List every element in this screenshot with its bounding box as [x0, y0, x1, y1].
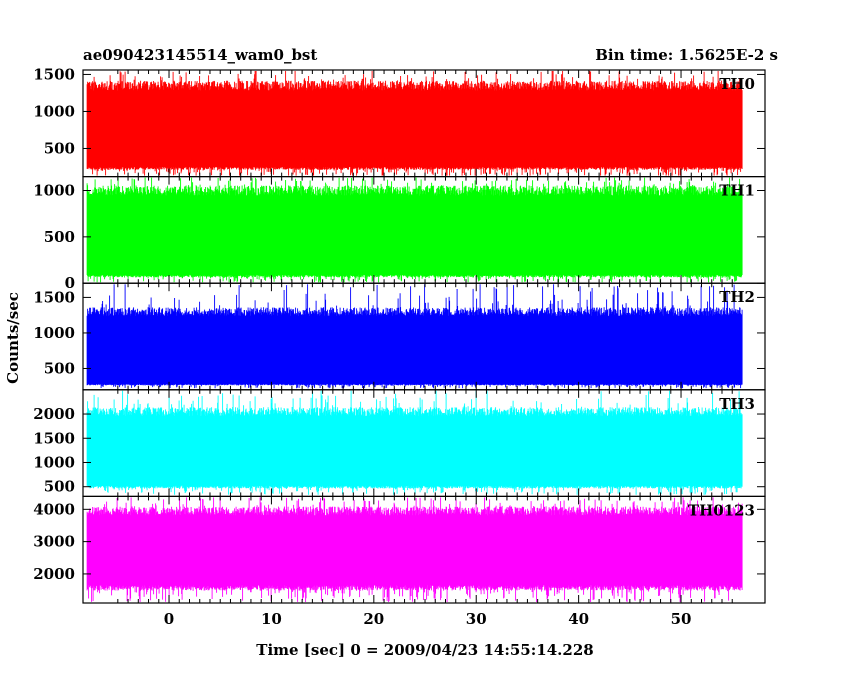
y-tick-label: 2000: [33, 405, 75, 423]
y-axis-label: Counts/sec: [4, 292, 22, 384]
y-tick-label: 1000: [33, 453, 75, 471]
y-tick-label: 500: [44, 139, 75, 157]
y-tick-label: 2000: [33, 565, 75, 583]
y-tick-label: 1500: [33, 65, 75, 83]
x-tick-label: 20: [363, 610, 384, 628]
series-th1: [86, 177, 743, 283]
panel-label: TH3: [719, 395, 755, 413]
x-tick-label: 0: [164, 610, 174, 628]
panel-th3: 500 1000 1500 2000 TH3: [33, 389, 766, 497]
y-tick-label: 3000: [33, 533, 75, 551]
series-th2: [86, 284, 743, 389]
y-tick-label: 500: [44, 359, 75, 377]
y-tick-label: 1000: [33, 324, 75, 342]
panel-label: TH0123: [688, 501, 755, 519]
panel-label: TH2: [719, 288, 755, 306]
chart-title-left: ae090423145514_wam0_bst: [83, 46, 317, 64]
x-tick-label: 10: [261, 610, 282, 628]
y-tick-label: 0: [65, 274, 75, 292]
panel-label: TH0: [719, 75, 755, 93]
panel-th0: 500 1000 1500 TH0: [33, 65, 766, 178]
panel-th2: 500 1000 1500 TH2: [33, 282, 766, 391]
panel-th1: 0 500 1000 TH1: [33, 176, 766, 292]
series-th0123: [86, 497, 743, 602]
y-tick-label: 1500: [33, 288, 75, 306]
y-tick-label: 1000: [33, 102, 75, 120]
y-tick-label: 1000: [33, 182, 75, 200]
x-tick-label: 50: [671, 610, 692, 628]
panel-frame: [82, 495, 766, 604]
x-tick-label: 40: [568, 610, 589, 628]
chart-title-right: Bin time: 1.5625E-2 s: [595, 46, 778, 64]
y-tick-label: 4000: [33, 500, 75, 518]
x-tick-label: 30: [466, 610, 487, 628]
x-axis-label: Time [sec] 0 = 2009/04/23 14:55:14.228: [256, 641, 593, 659]
y-tick-label: 1500: [33, 429, 75, 447]
series-th3: [86, 390, 743, 495]
panel-th0123: 2000 3000 4000 TH0123: [33, 495, 766, 604]
panel-label: TH1: [719, 182, 755, 200]
y-tick-label: 500: [44, 228, 75, 246]
y-tick-label: 500: [44, 478, 75, 496]
series-th0: [86, 71, 743, 176]
